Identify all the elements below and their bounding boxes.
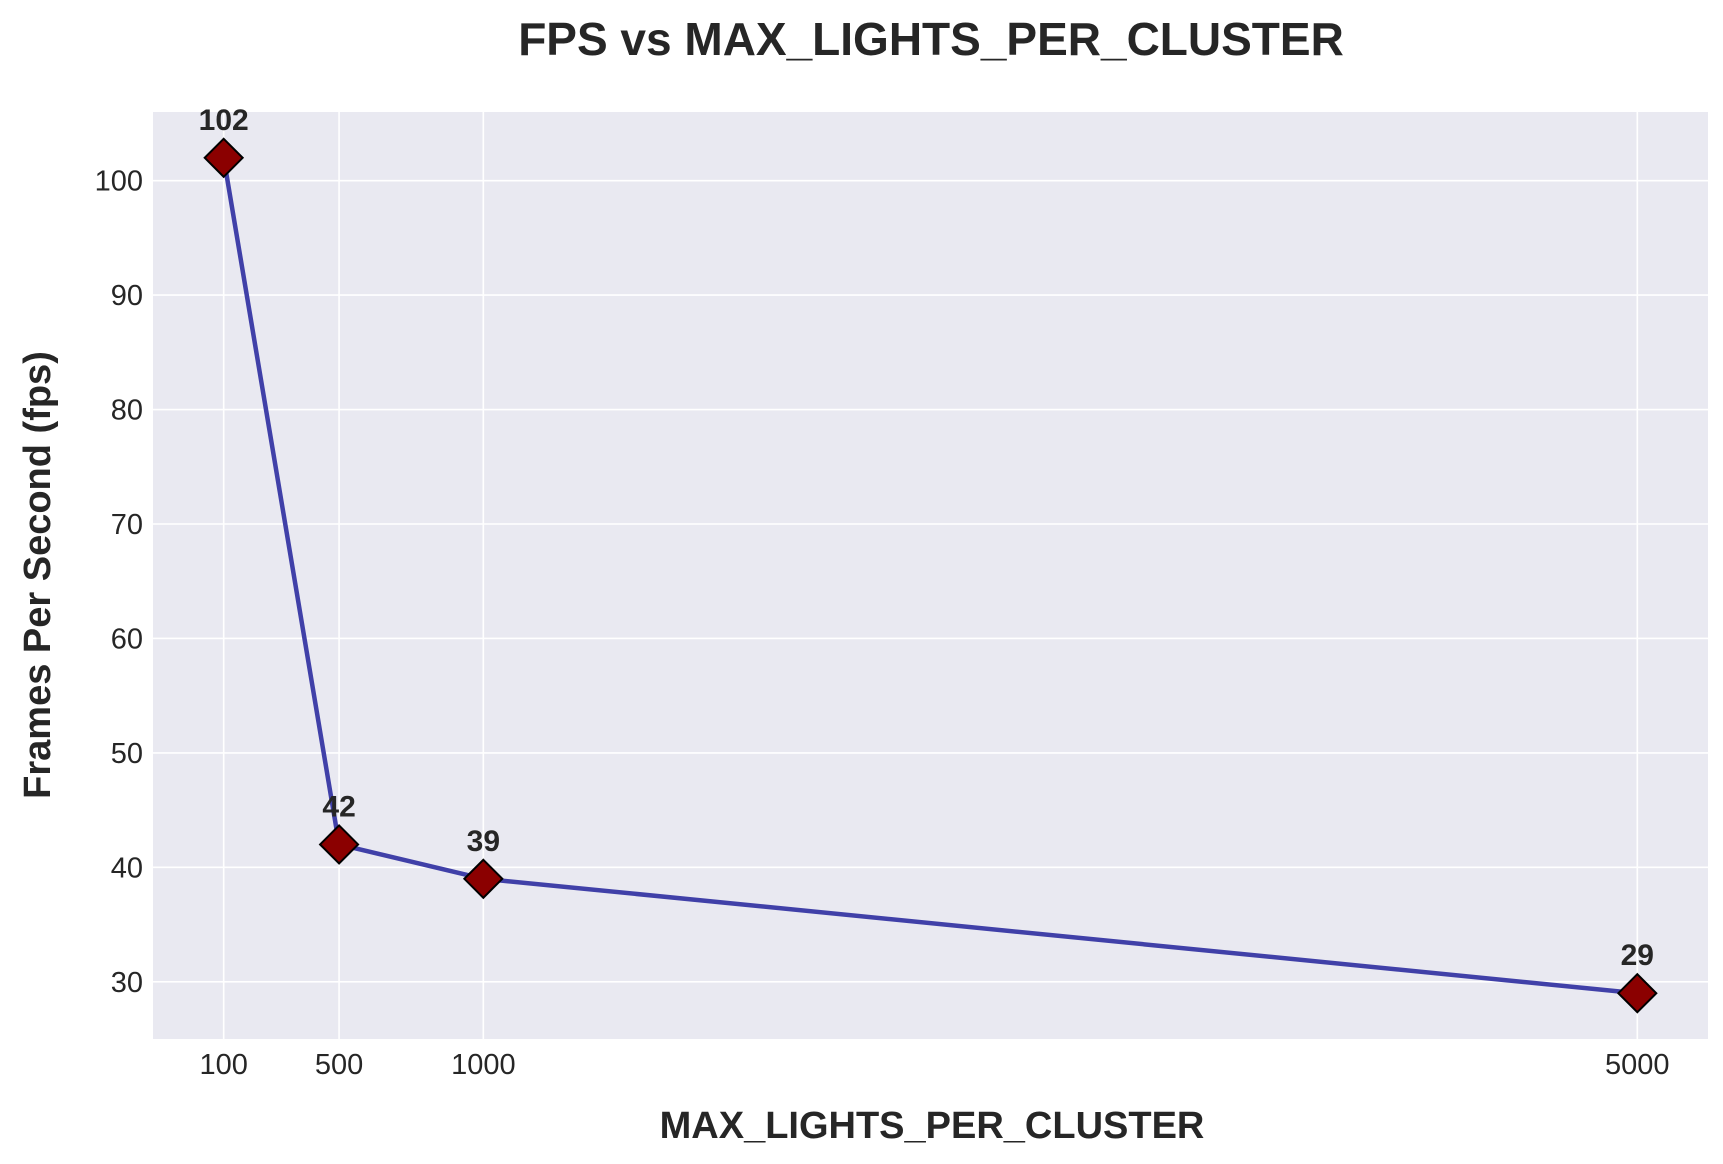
x-tick-label: 1000 [451, 1049, 516, 1081]
x-tick-label: 500 [315, 1049, 363, 1081]
data-point-marker [203, 137, 245, 179]
data-label: 29 [1621, 939, 1654, 972]
x-axis-label: MAX_LIGHTS_PER_CLUSTER [660, 1105, 1205, 1147]
data-label: 39 [467, 825, 500, 858]
data-label: 102 [199, 104, 249, 137]
y-tick-label: 100 [95, 166, 143, 198]
data-point-marker [462, 858, 504, 900]
x-tick-label: 100 [199, 1049, 247, 1081]
data-point-marker [1616, 972, 1658, 1014]
y-tick-label: 70 [111, 509, 143, 541]
data-labels: 102 42 39 29 [199, 104, 1654, 972]
data-label: 42 [322, 790, 355, 823]
chart-title: FPS vs MAX_LIGHTS_PER_CLUSTER [518, 13, 1344, 65]
y-tick-label: 90 [111, 280, 143, 312]
grid-lines [153, 112, 1708, 1039]
data-point-marker [318, 824, 360, 865]
y-tick-label: 80 [111, 395, 143, 427]
series-layer [203, 137, 1658, 1014]
plot-area [153, 112, 1708, 1039]
x-tick-label: 5000 [1605, 1049, 1670, 1081]
series-line [221, 155, 1640, 996]
y-axis-label: Frames Per Second (fps) [17, 351, 59, 799]
y-tick-label: 30 [111, 967, 143, 999]
tick-labels: 30 40 50 60 70 80 90 100 100 500 1000 5000 [95, 166, 1670, 1081]
y-tick-label: 50 [111, 738, 143, 770]
y-tick-label: 40 [111, 852, 143, 884]
y-tick-label: 60 [111, 623, 143, 655]
